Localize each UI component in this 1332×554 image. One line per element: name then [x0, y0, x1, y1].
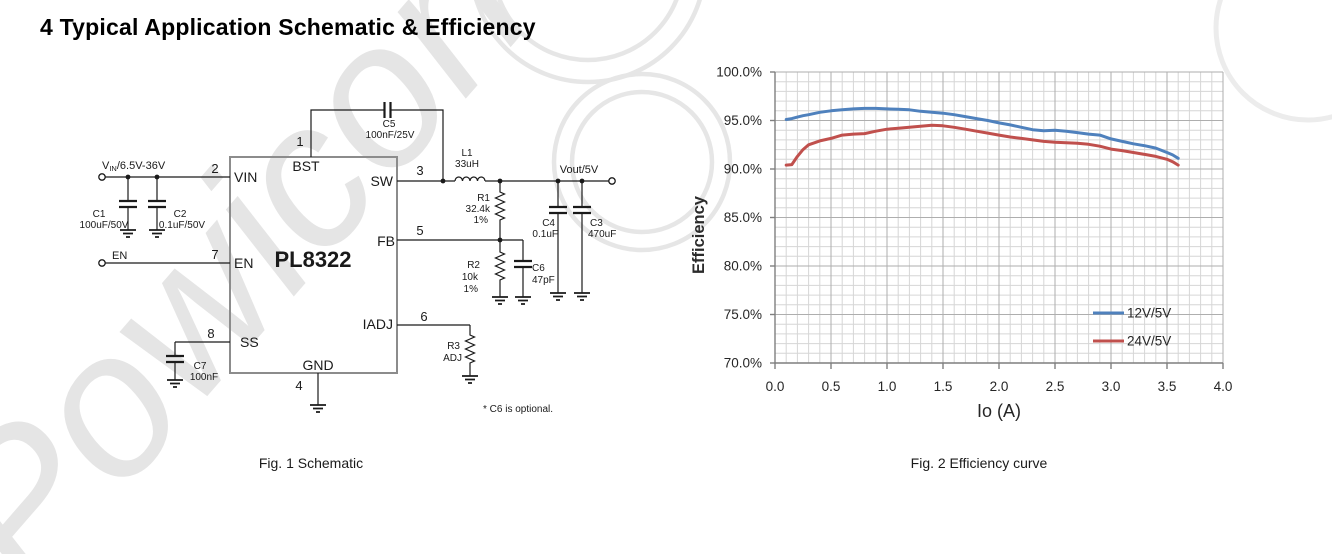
svg-text:1%: 1%	[464, 284, 479, 295]
svg-text:EN: EN	[234, 255, 253, 271]
vout-terminal	[608, 177, 616, 185]
junction-dots	[125, 174, 585, 243]
svg-text:C6: C6	[532, 263, 545, 274]
svg-text:SS: SS	[240, 334, 259, 350]
vin-terminal	[98, 173, 106, 181]
en-net-label: EN	[112, 250, 127, 262]
svg-text:1%: 1%	[474, 215, 489, 226]
svg-text:100nF: 100nF	[190, 372, 218, 383]
x-tick-label: 1.5	[934, 379, 953, 394]
svg-text:3: 3	[416, 163, 423, 178]
watermark-rings	[474, 0, 1332, 253]
svg-text:C1: C1	[93, 209, 106, 220]
svg-text:5: 5	[416, 223, 423, 238]
legend-label: 24V/5V	[1127, 334, 1171, 349]
svg-text:R3: R3	[447, 341, 460, 352]
section-title: 4 Typical Application Schematic & Effici…	[40, 14, 536, 40]
y-tick-label: 100.0%	[716, 65, 762, 80]
series-12V/5V	[784, 106, 1180, 160]
svg-text:4: 4	[295, 378, 302, 393]
y-tick-label: 85.0%	[724, 210, 762, 225]
svg-text:100nF/25V: 100nF/25V	[366, 130, 415, 141]
series-24V/5V	[784, 123, 1180, 167]
x-tick-label: 3.5	[1158, 379, 1177, 394]
vin-net-label: VIN/6.5V-36V	[102, 160, 166, 173]
resistor-r3	[464, 325, 476, 376]
ic-body	[229, 156, 398, 374]
svg-text:C3: C3	[590, 218, 603, 229]
y-tick-label: 70.0%	[724, 356, 762, 371]
pin-names: BST VIN EN SS SW FB IADJ GND	[234, 158, 395, 373]
pin-numbers: 1 2 3 4 5 6 7 8	[207, 134, 427, 393]
ground-symbols	[120, 229, 590, 413]
component-labels: C1 100uF/50V C2 0.1uF/50V C7 100nF C5 10…	[80, 119, 617, 383]
inductor-symbol	[454, 176, 486, 182]
schematic-figure: PL8322	[80, 102, 617, 415]
svg-text:FB: FB	[377, 233, 395, 249]
x-tick-label: 4.0	[1214, 379, 1233, 394]
svg-text:SW: SW	[370, 173, 393, 189]
fig2-caption: Fig. 2 Efficiency curve	[910, 455, 1048, 471]
x-tick-label: 2.0	[990, 379, 1009, 394]
efficiency-chart: 0.0 0.5 1.0 1.5 2.0 2.5 3.0 3.5 4.0 70.0% 75.0% 80.…	[690, 65, 1233, 422]
svg-text:1: 1	[296, 134, 303, 149]
svg-text:GND: GND	[302, 357, 333, 373]
ic-part-number: PL8322	[274, 247, 351, 272]
x-tick-label: 0.0	[766, 379, 785, 394]
y-tick-label: 80.0%	[724, 259, 762, 274]
svg-text:C7: C7	[194, 361, 207, 372]
svg-text:8: 8	[207, 326, 214, 341]
resistor-r1	[494, 181, 506, 240]
vout-net-label: Vout/5V	[560, 164, 599, 176]
svg-text:0.1uF: 0.1uF	[532, 229, 558, 240]
svg-text:33uH: 33uH	[455, 159, 479, 170]
capacitor-plates	[119, 102, 591, 364]
svg-text:10k: 10k	[462, 272, 479, 283]
resistor-r2	[494, 240, 506, 297]
legend-label: 12V/5V	[1127, 306, 1171, 321]
svg-text:32.4k: 32.4k	[466, 204, 491, 215]
x-tick-label: 3.0	[1102, 379, 1121, 394]
terminals	[98, 173, 616, 267]
y-axis-title: Efficiency	[690, 195, 708, 274]
y-tick-label: 90.0%	[724, 162, 762, 177]
svg-text:C2: C2	[174, 209, 187, 220]
x-axis-title: Io (A)	[977, 401, 1021, 421]
svg-text:100uF/50V: 100uF/50V	[80, 220, 129, 231]
y-tick-label: 95.0%	[724, 113, 762, 128]
svg-text:47pF: 47pF	[532, 275, 555, 286]
svg-text:ADJ: ADJ	[443, 353, 462, 364]
x-tick-label: 0.5	[822, 379, 841, 394]
svg-text:0.1uF/50V: 0.1uF/50V	[159, 220, 205, 231]
x-tick-label: 1.0	[878, 379, 897, 394]
svg-text:C5: C5	[383, 119, 396, 130]
svg-text:VIN: VIN	[234, 169, 257, 185]
svg-text:7: 7	[211, 247, 218, 262]
svg-text:R2: R2	[467, 260, 480, 271]
fig1-caption: Fig. 1 Schematic	[258, 455, 364, 471]
x-tick-label: 2.5	[1046, 379, 1065, 394]
svg-text:BST: BST	[292, 158, 320, 174]
en-terminal	[98, 259, 106, 267]
y-tick-label: 75.0%	[724, 307, 762, 322]
svg-text:6: 6	[420, 309, 427, 324]
svg-text:470uF: 470uF	[588, 229, 616, 240]
svg-text:C4: C4	[542, 218, 555, 229]
svg-text:2: 2	[211, 161, 218, 176]
svg-text:R1: R1	[477, 193, 490, 204]
svg-text:IADJ: IADJ	[363, 316, 393, 332]
schematic-note: * C6 is optional.	[483, 404, 553, 415]
wires	[102, 109, 612, 405]
svg-text:L1: L1	[461, 148, 473, 159]
